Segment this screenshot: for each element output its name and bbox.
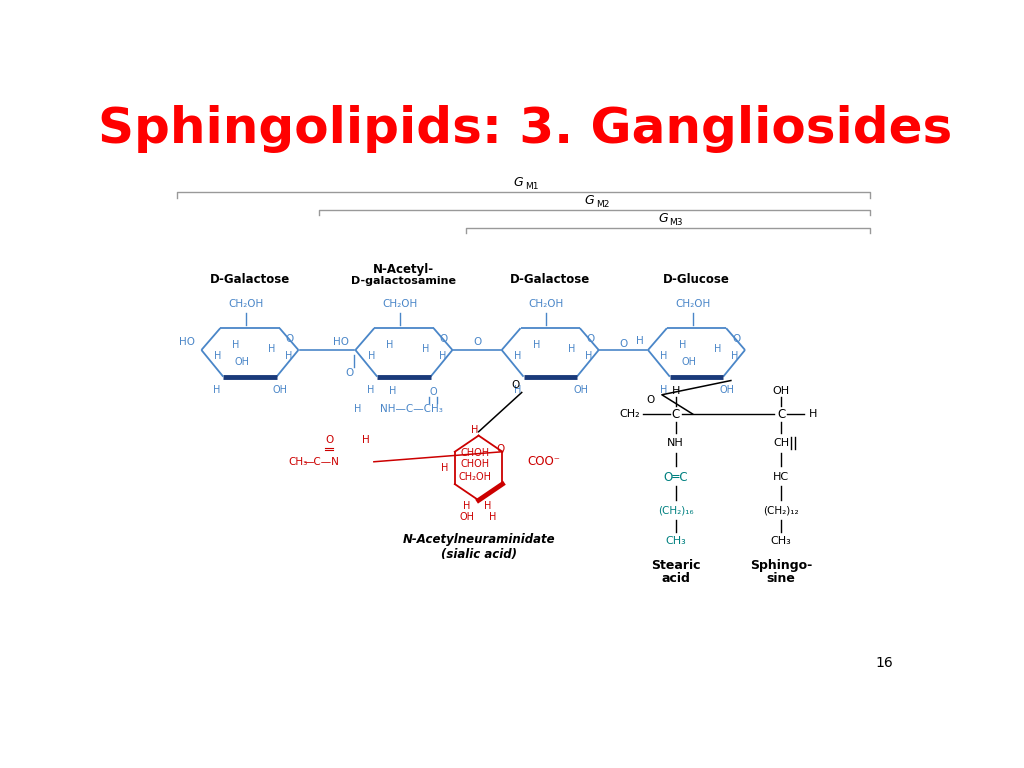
Text: H: H (660, 385, 668, 395)
Text: H: H (585, 351, 593, 361)
Text: CHOH: CHOH (460, 459, 489, 469)
Text: H: H (715, 343, 722, 353)
Text: D-Galactose: D-Galactose (510, 273, 590, 286)
Text: H: H (660, 351, 668, 361)
Text: HC: HC (773, 472, 790, 482)
Text: O: O (286, 334, 294, 344)
Text: H: H (362, 435, 370, 445)
Text: H: H (389, 386, 396, 396)
Text: H: H (214, 351, 221, 361)
Text: C: C (672, 408, 680, 421)
Text: H: H (422, 343, 429, 353)
Text: OH: OH (273, 385, 288, 395)
Text: M1: M1 (524, 183, 539, 191)
Text: H: H (213, 385, 221, 395)
Text: H: H (514, 385, 521, 395)
Text: H: H (386, 339, 394, 349)
Text: O: O (439, 334, 447, 344)
Text: D-galactosamine: D-galactosamine (351, 276, 457, 286)
Text: O═C: O═C (664, 471, 688, 484)
Text: H: H (679, 339, 686, 349)
Text: O: O (429, 387, 437, 397)
Text: CH₃: CH₃ (771, 536, 792, 546)
Text: HO: HO (179, 337, 196, 347)
Text: M3: M3 (669, 218, 683, 227)
Text: G: G (585, 194, 595, 207)
Text: Sphingo-: Sphingo- (751, 559, 812, 572)
Text: acid: acid (662, 572, 690, 585)
Text: OH: OH (573, 385, 588, 395)
Text: H: H (441, 463, 449, 473)
Text: D-Galactose: D-Galactose (210, 273, 290, 286)
Text: HO: HO (333, 337, 349, 347)
Text: OH: OH (234, 356, 250, 366)
Text: CH₂OH: CH₂OH (675, 299, 711, 309)
Text: (sialic acid): (sialic acid) (440, 548, 516, 561)
Text: H: H (471, 425, 478, 435)
Text: 16: 16 (876, 656, 893, 670)
Text: O: O (732, 334, 740, 344)
Text: H: H (232, 339, 240, 349)
Text: OH: OH (773, 386, 790, 396)
Text: NH: NH (668, 439, 684, 449)
Text: Sphingolipids: 3. Gangliosides: Sphingolipids: 3. Gangliosides (97, 105, 952, 153)
Text: H: H (809, 409, 818, 419)
Text: CH₃: CH₃ (289, 457, 308, 467)
Text: OH: OH (460, 512, 474, 522)
Text: O: O (473, 337, 481, 347)
Text: —C—N: —C—N (303, 457, 340, 467)
Text: O: O (646, 396, 654, 406)
Text: H: H (568, 343, 575, 353)
Text: H: H (514, 351, 521, 361)
Text: sine: sine (767, 572, 796, 585)
Text: O: O (586, 334, 594, 344)
Text: COO⁻: COO⁻ (527, 455, 561, 468)
Text: CH₂OH: CH₂OH (382, 299, 418, 309)
Text: O: O (620, 339, 628, 349)
Text: (CH₂)₁₆: (CH₂)₁₆ (657, 505, 693, 515)
Text: CH₂OH: CH₂OH (528, 299, 564, 309)
Text: H: H (532, 339, 540, 349)
Text: O: O (345, 368, 353, 378)
Text: OH: OH (681, 356, 696, 366)
Text: O: O (496, 444, 504, 454)
Text: OH: OH (720, 385, 734, 395)
Text: H: H (672, 386, 680, 396)
Text: Stearic: Stearic (651, 559, 700, 572)
Text: H: H (484, 501, 492, 511)
Text: D-Glucose: D-Glucose (664, 273, 730, 286)
Text: H: H (464, 501, 471, 511)
Text: N-Acetylneuraminidate: N-Acetylneuraminidate (402, 533, 555, 546)
Text: H: H (285, 351, 292, 361)
Text: H: H (636, 336, 644, 346)
Text: NH—C—CH₃: NH—C—CH₃ (380, 404, 443, 414)
Text: O: O (511, 379, 520, 390)
Text: CH₃: CH₃ (666, 536, 686, 546)
Text: H: H (268, 343, 275, 353)
Text: M2: M2 (596, 200, 609, 209)
Text: N-Acetyl-: N-Acetyl- (374, 263, 434, 276)
Text: CH: CH (773, 439, 790, 449)
Text: H: H (488, 512, 497, 522)
Text: CHOH: CHOH (460, 448, 489, 458)
Text: (CH₂)₁₂: (CH₂)₁₂ (764, 505, 799, 515)
Text: O: O (325, 435, 334, 445)
Text: CH₂OH: CH₂OH (459, 472, 492, 482)
Text: H: H (368, 385, 375, 395)
Text: G: G (514, 176, 523, 189)
Text: H: H (731, 351, 738, 361)
Text: C: C (777, 408, 785, 421)
Text: H: H (368, 351, 375, 361)
Text: CH₂: CH₂ (620, 409, 640, 419)
Text: CH₂OH: CH₂OH (228, 299, 264, 309)
Text: G: G (658, 212, 668, 224)
Text: H: H (438, 351, 446, 361)
Text: H: H (354, 404, 361, 414)
